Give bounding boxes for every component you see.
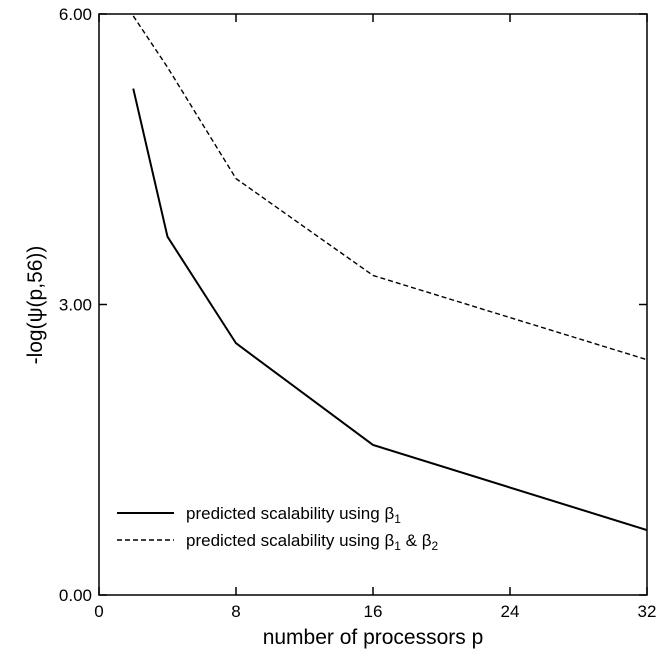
y-axis-title: -log(ψ(p,56)) <box>24 246 47 365</box>
y-tick-label: 6.00 <box>59 5 92 24</box>
x-tick-label: 32 <box>638 602 657 621</box>
x-axis-title: number of processors p <box>263 626 484 649</box>
series-line-1 <box>132 88 648 532</box>
axis-ticks: 0 8 16 24 32 0.00 3.00 6.00 <box>59 5 657 621</box>
y-tick-label: 0.00 <box>59 586 92 605</box>
legend: predicted scalability using β1 predicted … <box>117 504 438 553</box>
x-tick-label: 16 <box>364 602 383 621</box>
series-line-2 <box>132 15 648 361</box>
x-tick-label: 8 <box>231 602 240 621</box>
x-tick-label: 24 <box>501 602 520 621</box>
y-tick-label: 3.00 <box>59 296 92 315</box>
x-tick-label: 0 <box>94 602 103 621</box>
series-layer <box>132 15 648 532</box>
legend-label-2: predicted scalability using β1 & β2 <box>186 531 438 553</box>
legend-label-1: predicted scalability using β1 <box>186 504 401 526</box>
